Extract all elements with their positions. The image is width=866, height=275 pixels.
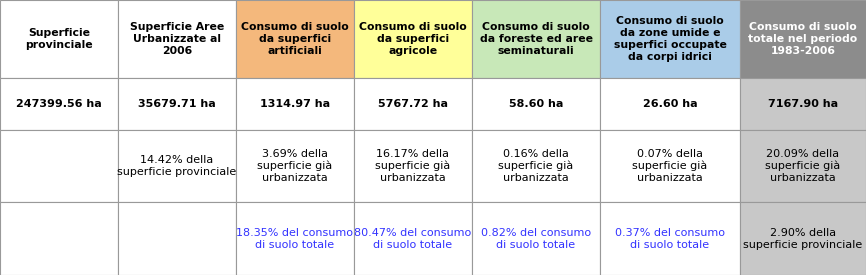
Bar (472, 0, 600, 78)
Bar (600, 78, 740, 130)
Text: 0.07% della
superficie già
urbanizzata: 0.07% della superficie già urbanizzata (632, 149, 708, 183)
Text: 2.90% della
superficie provinciale: 2.90% della superficie provinciale (743, 227, 863, 249)
Bar (236, 130, 354, 202)
Bar (600, 202, 740, 275)
Text: Superficie Aree
Urbanizzate al
2006: Superficie Aree Urbanizzate al 2006 (130, 22, 224, 56)
Text: 0.37% del consumo
di suolo totale: 0.37% del consumo di suolo totale (615, 227, 725, 249)
Bar (236, 202, 354, 275)
Text: 20.09% della
superficie già
urbanizzata: 20.09% della superficie già urbanizzata (766, 149, 841, 183)
Text: 7167.90 ha: 7167.90 ha (768, 99, 838, 109)
Text: Consumo di suolo
totale nel periodo
1983-2006: Consumo di suolo totale nel periodo 1983… (748, 22, 857, 56)
Bar (354, 0, 472, 78)
Bar (118, 0, 236, 78)
Bar (0, 202, 118, 275)
Text: 58.60 ha: 58.60 ha (509, 99, 563, 109)
Text: 3.69% della
superficie già
urbanizzata: 3.69% della superficie già urbanizzata (257, 149, 333, 183)
Bar (118, 130, 236, 202)
Bar (472, 78, 600, 130)
Bar (236, 0, 354, 78)
Bar (354, 130, 472, 202)
Bar (740, 130, 866, 202)
Bar (354, 78, 472, 130)
Text: 16.17% della
superficie già
urbanizzata: 16.17% della superficie già urbanizzata (375, 149, 450, 183)
Bar (0, 78, 118, 130)
Bar (740, 78, 866, 130)
Text: Consumo di suolo
da foreste ed aree
seminaturali: Consumo di suolo da foreste ed aree semi… (480, 22, 592, 56)
Text: 26.60 ha: 26.60 ha (643, 99, 697, 109)
Text: 14.42% della
superficie provinciale: 14.42% della superficie provinciale (118, 155, 236, 177)
Text: 247399.56 ha: 247399.56 ha (16, 99, 102, 109)
Text: 0.82% del consumo
di suolo totale: 0.82% del consumo di suolo totale (481, 227, 591, 249)
Text: Consumo di suolo
da zone umide e
superfici occupate
da corpi idrici: Consumo di suolo da zone umide e superfi… (614, 16, 727, 62)
Bar (236, 78, 354, 130)
Bar (0, 130, 118, 202)
Text: Consumo di suolo
da superfici
agricole: Consumo di suolo da superfici agricole (359, 22, 467, 56)
Text: Consumo di suolo
da superfici
artificiali: Consumo di suolo da superfici artificial… (241, 22, 349, 56)
Bar (354, 202, 472, 275)
Text: 5767.72 ha: 5767.72 ha (378, 99, 448, 109)
Text: 80.47% del consumo
di suolo totale: 80.47% del consumo di suolo totale (354, 227, 472, 249)
Bar (740, 0, 866, 78)
Text: 35679.71 ha: 35679.71 ha (138, 99, 216, 109)
Bar (600, 0, 740, 78)
Bar (472, 130, 600, 202)
Text: 0.16% della
superficie già
urbanizzata: 0.16% della superficie già urbanizzata (498, 149, 573, 183)
Bar (472, 202, 600, 275)
Bar (600, 130, 740, 202)
Text: 18.35% del consumo
di suolo totale: 18.35% del consumo di suolo totale (236, 227, 353, 249)
Bar (740, 202, 866, 275)
Bar (0, 0, 118, 78)
Text: 1314.97 ha: 1314.97 ha (260, 99, 330, 109)
Text: Superficie
provinciale: Superficie provinciale (25, 28, 93, 50)
Bar (118, 78, 236, 130)
Bar (118, 202, 236, 275)
